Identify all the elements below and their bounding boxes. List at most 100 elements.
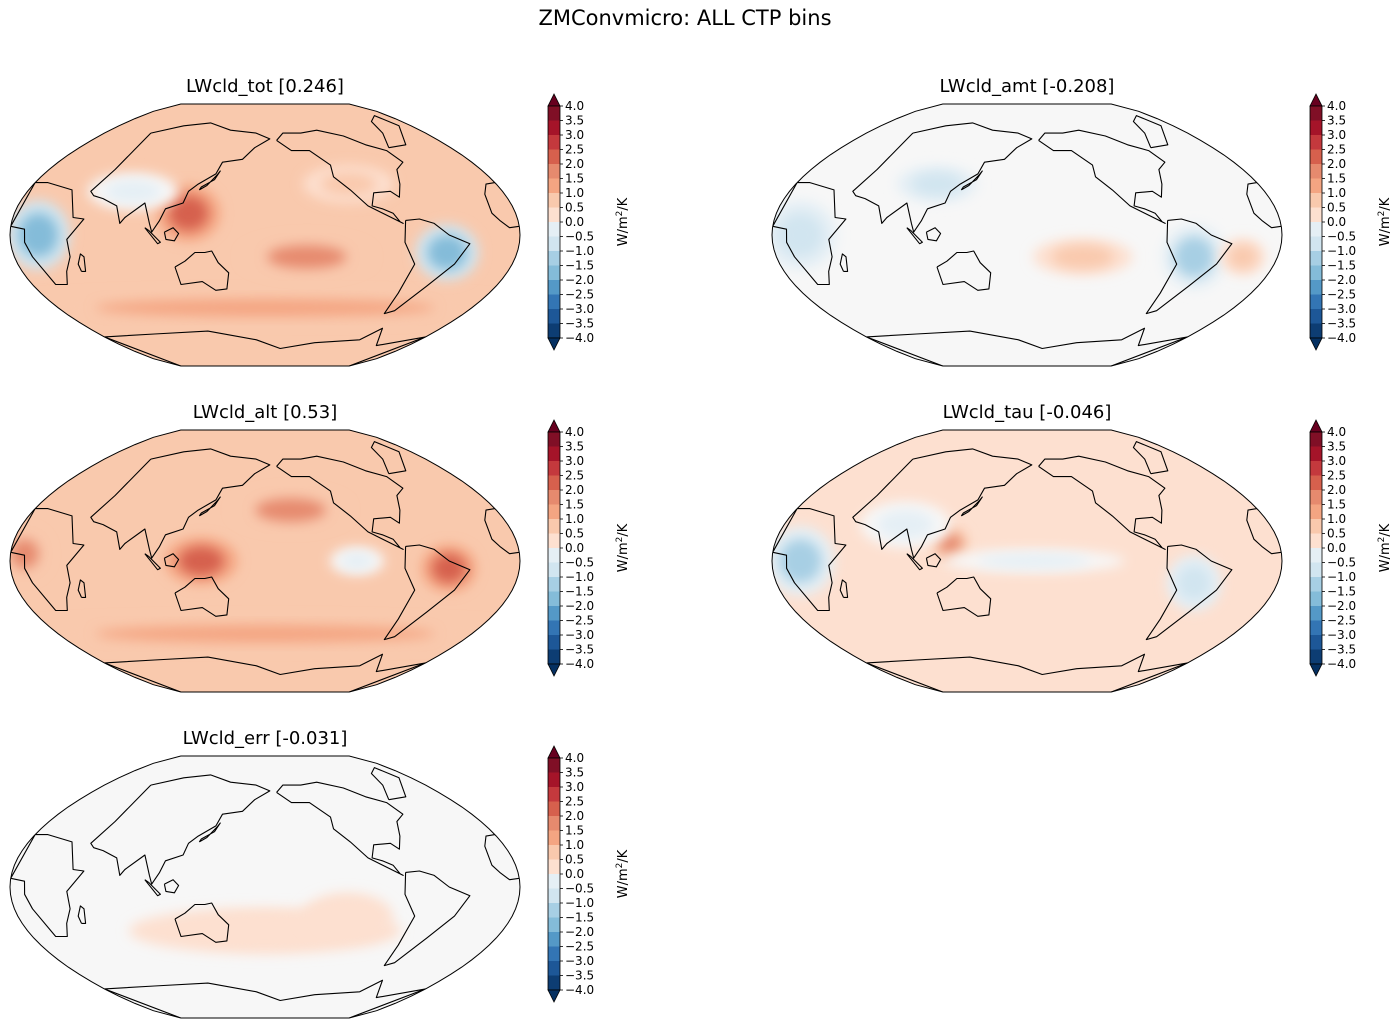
anomaly-core [777,213,823,257]
colorbar-tick-label: −2.5 [1327,614,1356,628]
colorbar-cell [548,222,560,237]
colorbar-tick-label: −1.0 [565,570,594,584]
colorbar-cell [548,874,560,889]
anomaly-core [267,245,347,269]
colorbar-tick-label: −1.5 [1327,259,1356,273]
coastline [1132,115,1169,149]
anomaly-core [10,850,53,924]
anomaly-core [1174,236,1214,278]
coastline [90,774,271,885]
anomaly-core [877,510,934,540]
coastline [852,122,1033,233]
anomaly-core [1228,245,1257,269]
colorbar-tick-label: −4.0 [565,331,594,345]
colorbar-cell [548,280,560,295]
anomaly-core [319,901,376,931]
coastline [1145,544,1233,641]
colorbar-extend-max [1309,419,1323,433]
colorbar-cell [548,787,560,802]
coastline [276,455,404,550]
robinson-map [771,103,1283,367]
colorbar-cell [548,475,560,490]
colorbar-cell [548,917,560,932]
colorbar-tick-label: 2.0 [1327,157,1346,171]
coastline [370,441,407,475]
coastline [10,508,85,612]
colorbar-label: W/m2/K [615,849,631,898]
colorbar-label: W/m2/K [615,197,631,246]
colorbar-tick-label: 2.5 [565,143,584,157]
coastline [198,822,221,843]
colorbar-cell [548,461,560,476]
colorbar-cell [548,816,560,831]
colorbar-cell [1310,207,1322,222]
colorbar-cell [548,193,560,208]
colorbar-tick-label: −1.0 [1327,244,1356,258]
coastline [383,218,471,315]
anomaly-core [10,539,39,569]
colorbar-tick-label: −3.5 [565,317,594,331]
colorbar-tick-label: −0.5 [565,882,594,896]
colorbar-cell [548,106,560,121]
colorbar-cell [548,548,560,563]
colorbar-cell [548,591,560,606]
panel-title: LWcld_err [-0.031] [182,728,348,749]
colorbar-cell [548,801,560,816]
coastline [174,576,230,617]
robinson-map [771,429,1283,693]
colorbar-tick-label: 3.0 [565,128,584,142]
map-boundary [9,755,521,1019]
coastline [174,902,230,943]
colorbar-tick-label: −0.5 [1327,230,1356,244]
colorbar-cell [1310,251,1322,266]
coastline [936,576,992,617]
coastline [104,653,427,692]
colorbar-cell [548,164,560,179]
colorbar-cell [1310,323,1322,338]
colorbar: 4.03.53.02.52.01.51.00.50.0−0.5−1.0−1.5−… [1309,419,1393,677]
colorbar-cell [1310,475,1322,490]
colorbar-cell [548,309,560,324]
colorbar-tick-label: −1.5 [1327,585,1356,599]
colorbar-cell [548,207,560,222]
colorbar-cell [1310,280,1322,295]
coastline [163,227,180,242]
colorbar-cell [548,432,560,447]
colorbar-tick-label: 3.0 [1327,128,1346,142]
anomaly-core [95,299,435,317]
colorbar-tick-label: 0.0 [1327,541,1346,555]
colorbar-tick-label: −3.5 [565,643,594,657]
colorbar-cell [1310,519,1322,534]
colorbar-cell [548,772,560,787]
coastline [10,834,85,938]
colorbar-label: W/m2/K [1377,523,1393,572]
coastline [104,327,427,366]
colorbar-tick-label: 3.5 [565,766,584,780]
colorbar-cell [548,620,560,635]
colorbar-tick-label: 3.5 [565,114,584,128]
colorbar-tick-label: 0.0 [565,867,584,881]
colorbar-cell [548,932,560,947]
coastline [276,129,404,224]
colorbar-cell [1310,577,1322,592]
colorbar-cell [1310,649,1322,664]
map-boundary [9,103,521,367]
colorbar-label: W/m2/K [1377,197,1393,246]
coastline [104,979,427,1018]
coastline [1038,129,1166,224]
colorbar-extend-max [547,419,561,433]
field-background [10,756,520,1018]
colorbar-cell [1310,294,1322,309]
map-panel-LWcld_err: LWcld_err [-0.031] 4.0 3.5 3.0 2.5 2.0 1.5 1.0 0… [0,728,650,1028]
colorbar-tick-label: 4.0 [565,99,584,113]
colorbar-cell [548,120,560,135]
map-boundary [9,429,521,693]
colorbar-tick-label: 0.0 [565,215,584,229]
colorbar-cell [1310,446,1322,461]
colorbar-tick-label: 1.5 [1327,172,1346,186]
colorbar-cell [1310,222,1322,237]
colorbar-tick-label: 2.5 [565,469,584,483]
coastline [772,182,847,286]
colorbar-extend-min [1309,663,1323,677]
coastline [772,508,847,612]
